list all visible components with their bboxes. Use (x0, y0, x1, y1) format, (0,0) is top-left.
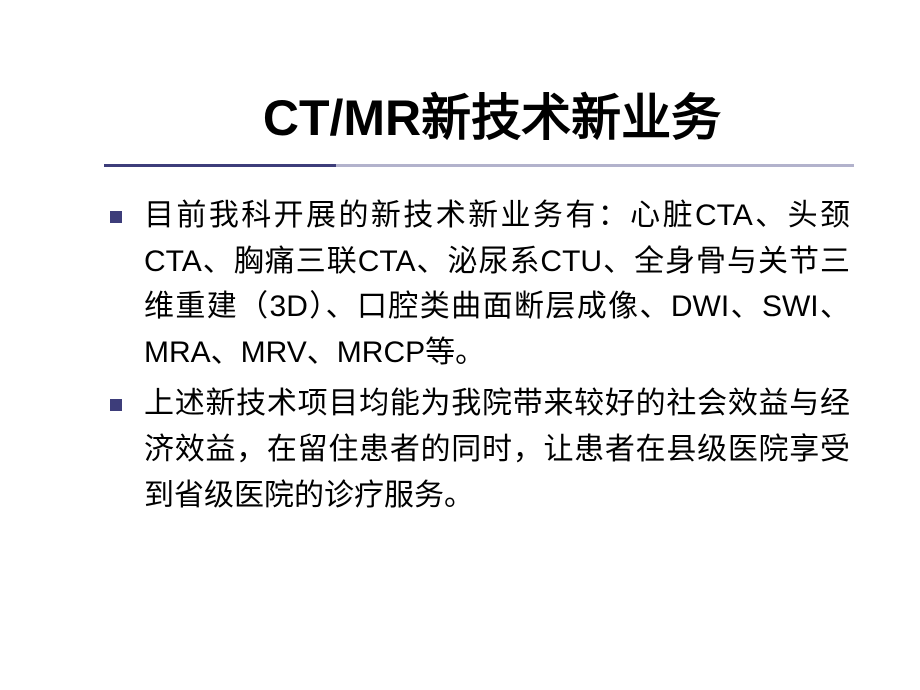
bullet-list: 目前我科开展的新技术新业务有：心脏CTA、头颈CTA、胸痛三联CTA、泌尿系CT… (110, 193, 850, 518)
slide-title: CT/MR新技术新业务 (124, 78, 860, 150)
list-item: 目前我科开展的新技术新业务有：心脏CTA、头颈CTA、胸痛三联CTA、泌尿系CT… (110, 193, 850, 375)
underline-accent (104, 164, 336, 167)
underline-light (336, 164, 854, 167)
slide: CT/MR新技术新业务 目前我科开展的新技术新业务有：心脏CTA、头颈CTA、胸… (0, 0, 920, 690)
title-underline (104, 164, 854, 167)
content-region: 目前我科开展的新技术新业务有：心脏CTA、头颈CTA、胸痛三联CTA、泌尿系CT… (0, 167, 920, 518)
title-region: CT/MR新技术新业务 (0, 0, 920, 167)
list-item: 上述新技术项目均能为我院带来较好的社会效益与经济效益，在留住患者的同时，让患者在… (110, 381, 850, 518)
